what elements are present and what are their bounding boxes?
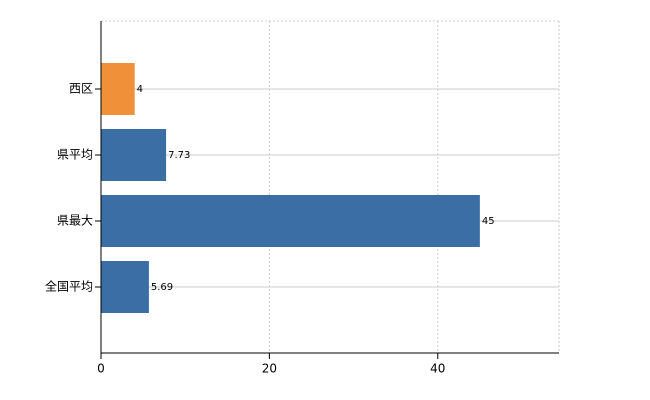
y-tick-label: 全国平均 <box>45 279 93 294</box>
x-tick-label: 20 <box>262 362 277 376</box>
y-tick-label: 県平均 <box>57 148 93 162</box>
x-tick-label: 40 <box>430 362 445 376</box>
bar <box>101 129 167 181</box>
value-label: 7.73 <box>168 150 190 161</box>
x-tick-label: 0 <box>97 362 105 376</box>
y-tick-label: 県最大 <box>57 214 93 228</box>
bar <box>101 195 480 247</box>
value-label: 5.69 <box>151 282 173 293</box>
value-label: 4 <box>137 84 143 95</box>
value-label: 45 <box>482 216 495 227</box>
bar <box>101 261 149 313</box>
y-tick-label: 西区 <box>69 82 93 96</box>
bar <box>101 63 135 115</box>
